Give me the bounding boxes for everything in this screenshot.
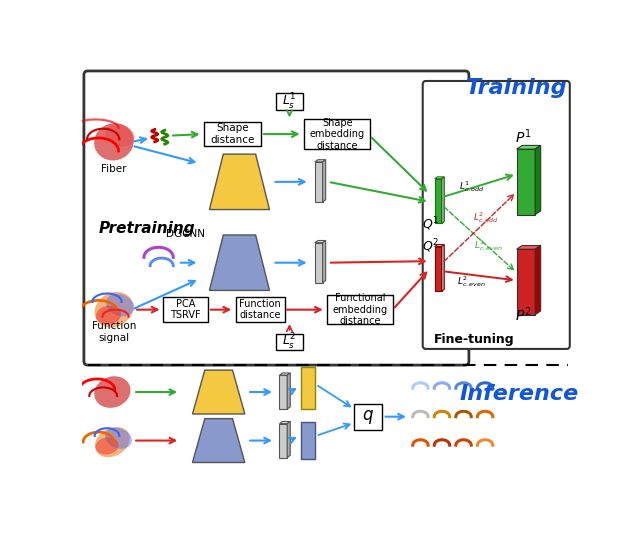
Polygon shape [301,422,315,459]
Ellipse shape [96,306,121,325]
Polygon shape [442,177,444,224]
Polygon shape [287,421,291,457]
Text: Functional
embedding
distance: Functional embedding distance [333,293,388,326]
Text: PCA
TSRVF: PCA TSRVF [170,299,201,320]
Polygon shape [280,421,291,423]
Polygon shape [435,247,442,291]
FancyBboxPatch shape [276,334,303,350]
FancyBboxPatch shape [163,298,208,322]
Polygon shape [435,177,444,179]
Polygon shape [280,373,291,375]
Text: Shape
distance: Shape distance [211,123,255,145]
Text: $L_s^2$: $L_s^2$ [282,332,297,352]
Ellipse shape [95,427,130,457]
Ellipse shape [106,125,134,147]
Text: $P^2$: $P^2$ [515,306,532,325]
Text: $Q^1$: $Q^1$ [422,215,439,233]
Ellipse shape [106,294,134,316]
Polygon shape [209,154,269,210]
Polygon shape [315,242,323,283]
Text: Function
distance: Function distance [239,299,281,320]
Polygon shape [315,162,323,202]
Ellipse shape [105,428,132,449]
Polygon shape [193,370,245,414]
Polygon shape [516,249,535,315]
Text: $L_s^1$: $L_s^1$ [282,92,297,112]
Text: $L_{c.odd}^{2}$: $L_{c.odd}^{2}$ [473,210,499,225]
Polygon shape [442,245,444,291]
Polygon shape [435,179,442,224]
FancyBboxPatch shape [204,122,261,146]
Polygon shape [435,245,444,247]
Text: $L_{c.even}^{1}$: $L_{c.even}^{1}$ [474,238,503,253]
FancyBboxPatch shape [327,295,394,325]
FancyBboxPatch shape [422,81,570,349]
Polygon shape [209,235,269,291]
Text: Fiber: Fiber [101,164,127,174]
Polygon shape [315,240,326,242]
Polygon shape [280,375,287,409]
Polygon shape [323,160,326,202]
Text: $q$: $q$ [362,408,374,426]
Text: $L_{c.even}^{2}$: $L_{c.even}^{2}$ [458,274,486,289]
Text: Shape
embedding
distance: Shape embedding distance [310,118,365,151]
Polygon shape [535,246,541,315]
Text: Pretraining: Pretraining [99,220,195,235]
Polygon shape [287,373,291,409]
FancyBboxPatch shape [276,93,303,110]
Polygon shape [516,145,541,149]
Text: Function
signal: Function signal [92,321,136,343]
Ellipse shape [94,376,131,408]
Ellipse shape [95,292,133,327]
Text: $P^1$: $P^1$ [515,127,532,146]
FancyBboxPatch shape [304,119,371,148]
Text: $L_{c.odd}^{1}$: $L_{c.odd}^{1}$ [459,179,484,194]
Polygon shape [516,246,541,249]
Polygon shape [323,240,326,283]
Text: Training: Training [466,78,568,98]
Polygon shape [516,149,535,214]
Text: $Q^2$: $Q^2$ [422,237,439,254]
Polygon shape [280,423,287,457]
Ellipse shape [95,437,118,455]
Polygon shape [535,145,541,214]
Ellipse shape [94,123,134,160]
Polygon shape [193,418,245,462]
Text: DGCNN: DGCNN [166,229,205,239]
FancyBboxPatch shape [84,71,469,365]
Text: Inference: Inference [460,384,579,404]
Polygon shape [315,160,326,162]
Polygon shape [301,367,315,409]
FancyBboxPatch shape [236,298,285,322]
Text: Fine-tuning: Fine-tuning [434,333,515,346]
FancyBboxPatch shape [354,403,382,430]
